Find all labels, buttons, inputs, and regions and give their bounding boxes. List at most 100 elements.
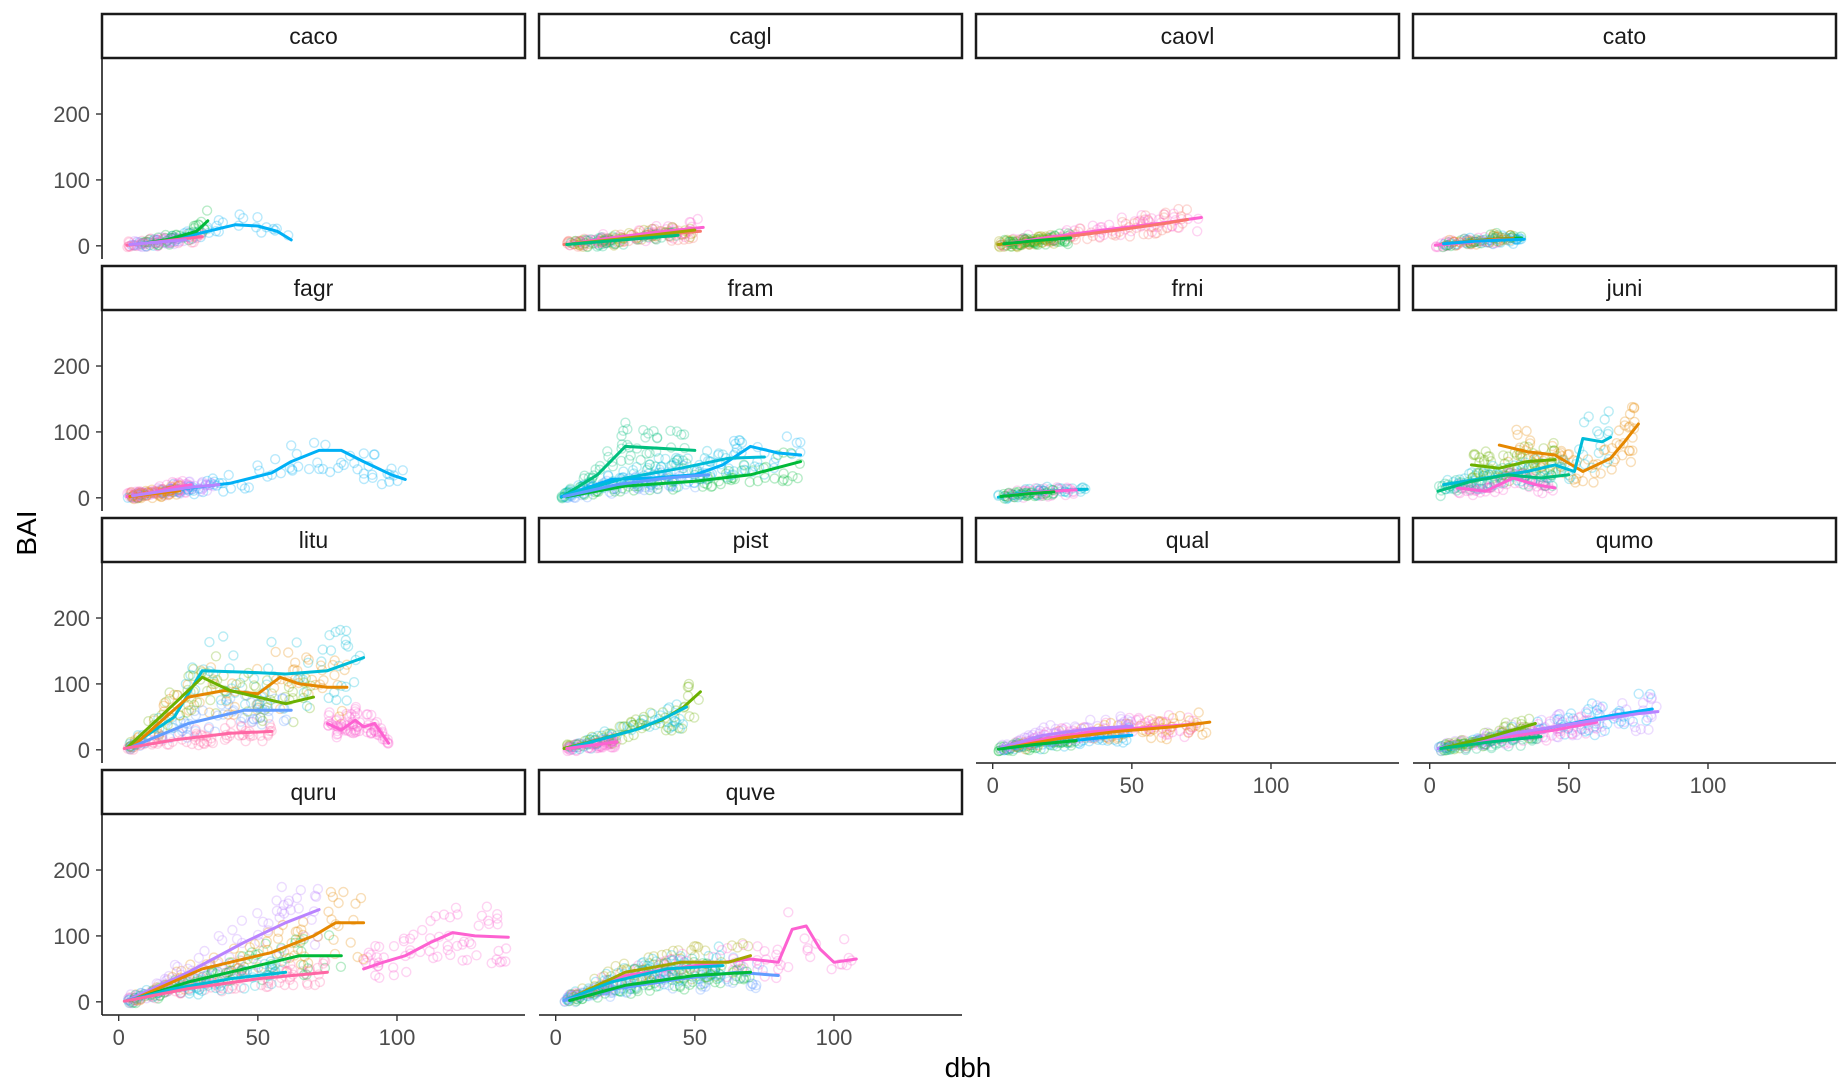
- data-point: [1579, 459, 1590, 470]
- data-point: [1145, 732, 1157, 744]
- data-point: [481, 901, 493, 912]
- data-point: [122, 488, 133, 499]
- data-point: [218, 486, 229, 497]
- data-point: [367, 472, 378, 483]
- data-point: [739, 460, 750, 471]
- data-point: [1528, 458, 1539, 470]
- y-axis-title: BAI: [11, 510, 42, 555]
- data-point: [1138, 228, 1149, 240]
- data-point: [671, 426, 683, 437]
- data-point: [652, 432, 663, 443]
- facet-strip-label: quve: [726, 779, 776, 805]
- data-point: [622, 424, 633, 435]
- facet-strip: [537, 264, 964, 312]
- data-point: [1617, 450, 1628, 461]
- series-line: [565, 460, 803, 498]
- facet-strip: [537, 12, 964, 60]
- facet-strip: [100, 12, 527, 60]
- data-point: [1159, 209, 1170, 220]
- data-point: [350, 898, 361, 909]
- data-point: [205, 477, 217, 489]
- data-point: [678, 429, 690, 440]
- facet-panel-fagr: fagr 0 100 200: [53, 264, 527, 511]
- data-point: [678, 234, 690, 245]
- y-tick-label: 200: [53, 102, 90, 127]
- data-point: [188, 489, 200, 500]
- data-point: [665, 425, 676, 436]
- data-point: [291, 637, 302, 648]
- x-tick-label: 50: [1557, 773, 1581, 798]
- data-point: [1468, 449, 1479, 461]
- data-point: [314, 463, 325, 475]
- facet-strip: [974, 264, 1401, 312]
- data-point: [197, 483, 208, 495]
- data-point: [376, 479, 388, 490]
- data-point: [252, 908, 263, 919]
- data-point: [492, 919, 503, 930]
- data-point: [723, 465, 734, 477]
- data-point: [783, 907, 794, 918]
- data-point: [417, 924, 428, 936]
- data-point: [706, 481, 717, 492]
- data-point: [1172, 222, 1184, 233]
- facet-strip-label: fagr: [294, 275, 334, 301]
- data-point: [1582, 454, 1594, 465]
- data-point: [680, 479, 691, 490]
- data-point: [335, 961, 347, 972]
- x-tick-label: 100: [1690, 773, 1727, 798]
- data-point: [384, 476, 395, 487]
- data-point: [625, 450, 636, 461]
- data-point: [1578, 417, 1590, 428]
- facet-panel-frni: frni: [974, 264, 1401, 505]
- data-point: [777, 475, 788, 487]
- data-point: [1076, 482, 1088, 493]
- data-point: [1619, 420, 1630, 431]
- series-line: [562, 473, 711, 498]
- data-point: [1498, 477, 1510, 488]
- data-point: [635, 454, 646, 466]
- facet-panel-pist: pist: [537, 516, 964, 757]
- data-point: [1075, 486, 1086, 497]
- data-point: [631, 461, 642, 473]
- series-line: [562, 455, 766, 498]
- data-point: [1629, 416, 1640, 428]
- facet-panel-litu: litu 0 100 200: [53, 516, 527, 763]
- data-point: [1061, 482, 1073, 493]
- data-point: [620, 417, 631, 428]
- data-point: [778, 468, 789, 479]
- data-point: [1537, 488, 1548, 499]
- data-point: [207, 473, 219, 484]
- data-point: [1593, 447, 1605, 459]
- data-point: [270, 646, 281, 658]
- data-point: [1515, 451, 1526, 463]
- data-point: [1062, 487, 1074, 498]
- data-point: [1624, 421, 1635, 432]
- facet-panel-cato: cato: [1411, 12, 1838, 253]
- data-point: [705, 471, 716, 483]
- data-point: [122, 241, 133, 253]
- data-point: [826, 964, 837, 975]
- data-point: [1577, 476, 1589, 487]
- facet-strip: [1411, 12, 1838, 60]
- data-point: [1628, 403, 1640, 414]
- data-point: [243, 482, 255, 493]
- data-point: [1628, 402, 1640, 413]
- data-point: [1558, 454, 1569, 465]
- x-tick-label: 100: [816, 1025, 853, 1050]
- data-point: [673, 453, 684, 464]
- data-point: [425, 915, 436, 927]
- data-point: [1136, 209, 1147, 221]
- data-point: [1146, 213, 1157, 224]
- data-point: [590, 464, 601, 475]
- data-point: [749, 461, 760, 472]
- data-point: [122, 492, 134, 503]
- data-point: [660, 453, 671, 465]
- data-point: [728, 435, 740, 447]
- series-line: [999, 490, 1056, 498]
- facet-strip-label: litu: [299, 527, 328, 553]
- facet-panel-quve: quve 0 50 100: [537, 768, 964, 1050]
- data-point: [607, 456, 618, 467]
- data-point: [1524, 438, 1536, 449]
- data-point: [1068, 486, 1079, 498]
- data-point: [1547, 485, 1559, 496]
